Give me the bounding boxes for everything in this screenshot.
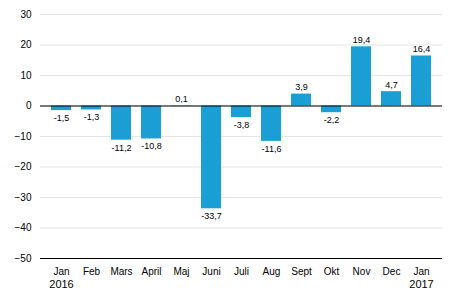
svg-text:−50: −50 (15, 253, 32, 264)
svg-text:Jan: Jan (413, 266, 429, 277)
svg-text:10: 10 (20, 70, 32, 81)
svg-text:−30: −30 (15, 192, 32, 203)
svg-text:0: 0 (26, 100, 32, 111)
svg-text:-3,8: -3,8 (234, 120, 250, 130)
svg-text:-11,6: -11,6 (262, 144, 282, 154)
svg-text:-33,7: -33,7 (201, 211, 222, 221)
svg-text:19,4: 19,4 (353, 35, 371, 45)
svg-text:30: 30 (20, 9, 32, 20)
svg-text:-11,2: -11,2 (112, 143, 132, 153)
svg-text:−40: −40 (15, 222, 32, 233)
svg-text:Nov: Nov (353, 266, 371, 277)
svg-text:-10,8: -10,8 (141, 141, 162, 151)
svg-text:−10: −10 (15, 131, 32, 142)
svg-text:−20: −20 (15, 161, 32, 172)
svg-text:Maj: Maj (173, 266, 189, 277)
svg-text:2016: 2016 (49, 278, 73, 290)
svg-text:0,1: 0,1 (175, 94, 188, 104)
svg-text:2017: 2017 (409, 278, 433, 290)
svg-text:16,4: 16,4 (413, 44, 431, 54)
svg-text:Dec: Dec (383, 266, 401, 277)
svg-text:Jan: Jan (53, 266, 69, 277)
svg-text:Feb: Feb (83, 266, 101, 277)
svg-text:Sept: Sept (291, 266, 312, 277)
svg-text:April: April (141, 266, 161, 277)
svg-text:-1,5: -1,5 (54, 113, 70, 123)
svg-text:-1,3: -1,3 (84, 112, 100, 122)
svg-text:20: 20 (20, 39, 32, 50)
svg-text:4,7: 4,7 (385, 80, 398, 90)
svg-text:Juli: Juli (234, 266, 249, 277)
svg-text:3,9: 3,9 (295, 82, 308, 92)
svg-text:Aug: Aug (263, 266, 281, 277)
svg-text:-2,2: -2,2 (324, 115, 340, 125)
svg-text:Okt: Okt (324, 266, 340, 277)
svg-text:Mars: Mars (110, 266, 132, 277)
svg-text:Juni: Juni (202, 266, 220, 277)
